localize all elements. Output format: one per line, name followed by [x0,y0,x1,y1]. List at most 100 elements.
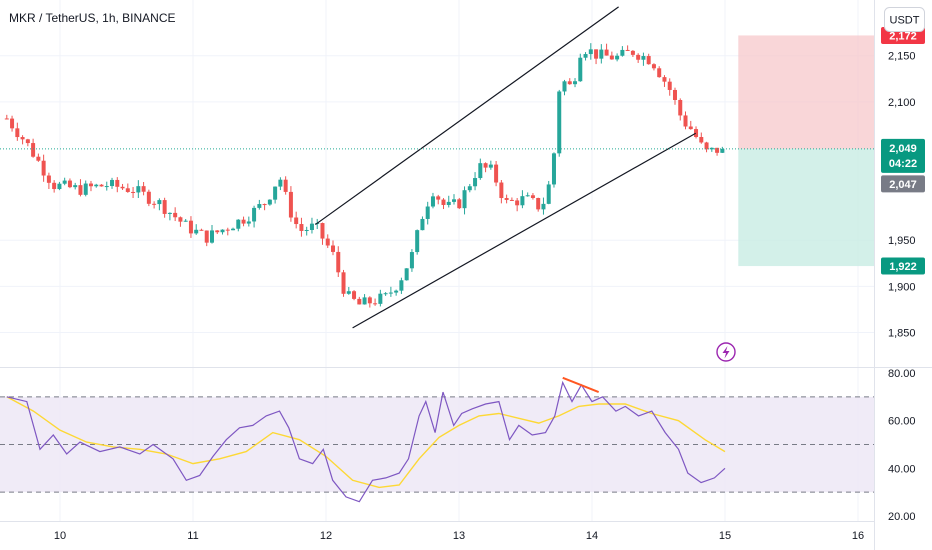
candle-body [25,139,30,144]
candle-body [415,230,420,253]
candle-body [504,198,509,200]
candle-body [578,57,583,82]
candle-body [341,272,346,294]
candle-body [4,118,9,120]
candle-body [257,204,262,208]
candle-body [278,179,283,187]
candle-body [641,56,646,60]
price-tick-label: 2,150 [888,51,916,63]
candle-body [399,280,404,291]
candle-body [241,219,246,224]
candle-body [672,89,677,100]
candle-body [83,183,88,195]
candle-body [36,156,41,161]
candle-body [267,199,272,205]
price-tick-label: 1,900 [888,281,916,293]
candle-body [362,297,367,305]
candle-body [183,220,188,222]
candle-body [88,183,93,187]
candle-body [688,126,693,130]
candle-body [441,199,446,205]
candle-body [115,179,120,187]
alt-price-label: 2,047 [889,179,917,191]
candle-body [678,99,683,116]
channel-lower-line [352,132,697,329]
candle-body [615,55,620,60]
candle-body [478,163,483,179]
candle-body [220,229,225,233]
x-tick-label: 15 [719,530,731,542]
x-tick-label: 11 [187,530,198,542]
candle-body [309,223,314,230]
alt-price-tag [881,175,925,193]
candle-body [57,183,62,190]
candle-body [146,191,151,204]
candle-body [325,238,330,246]
candle-body [704,142,709,150]
candle-body [10,118,15,129]
take-profit-zone [738,148,874,267]
candle-body [31,143,36,157]
candle-body [288,191,293,218]
candle-body [557,91,562,154]
candle-body [273,186,278,200]
stop-price-tag-label: 2,172 [889,30,917,42]
candle-body [567,81,572,85]
rsi-tick-label: 20.00 [888,511,916,523]
candle-body [483,163,488,168]
candle-body [625,49,630,51]
currency-button[interactable]: USDT [884,7,925,32]
candle-body [546,184,551,204]
candle-body [530,195,535,199]
candle-body [467,186,472,191]
candle-body [525,195,530,197]
candle-body [178,217,183,222]
candle-body [246,221,251,224]
candle-body [409,252,414,269]
candle-body [536,198,541,210]
candle-body [46,175,51,183]
candle-body [425,206,430,219]
candle-body [562,81,567,92]
candle-body [373,303,378,305]
candle-body [436,196,441,200]
candle-body [594,49,599,59]
divergence-line [562,376,600,393]
rsi-ma-line [6,396,726,489]
candle-body [299,224,304,231]
candle-body [473,178,478,187]
candle-body [452,199,457,202]
candle-body [446,201,451,205]
candle-body [378,293,383,304]
candle-body [99,184,104,187]
candle-body [520,196,525,206]
flash-icon[interactable] [716,342,736,362]
countdown-label: 04:22 [889,158,917,170]
candle-body [104,186,109,188]
candle-body [331,245,336,252]
candle-body [125,188,130,192]
target-price-tag-label: 1,922 [889,261,917,273]
candle-body [131,191,136,193]
candle-body [225,229,230,231]
candle-body [252,207,257,222]
candle-body [457,199,462,209]
candle-body [215,230,220,233]
price-tick-label: 1,950 [888,235,916,247]
candle-body [583,54,588,58]
candle-body [515,200,520,206]
candle-body [62,180,67,184]
candle-body [294,217,299,225]
candle-body [383,293,388,295]
candle-body [162,200,167,214]
candle-body [194,229,199,234]
candle-body [152,203,157,205]
candle-body [609,55,614,60]
candle-body [651,64,656,69]
candle-body [620,49,625,56]
x-tick-label: 13 [453,530,465,542]
candle-body [646,56,651,65]
candle-body [420,218,425,231]
candle-body [15,128,20,138]
